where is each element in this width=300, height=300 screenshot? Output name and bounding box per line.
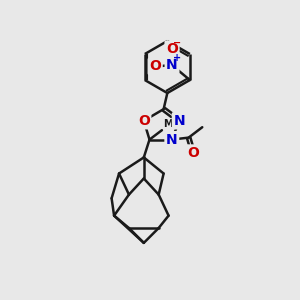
Text: O: O bbox=[138, 114, 150, 128]
Text: O: O bbox=[149, 59, 161, 74]
Text: N: N bbox=[166, 58, 178, 72]
Text: N: N bbox=[166, 133, 178, 147]
Text: +: + bbox=[173, 53, 181, 63]
Text: N: N bbox=[173, 114, 185, 128]
Text: Me: Me bbox=[164, 119, 180, 129]
Text: O: O bbox=[166, 42, 178, 56]
Text: O: O bbox=[187, 146, 199, 160]
Text: −: − bbox=[173, 38, 181, 48]
